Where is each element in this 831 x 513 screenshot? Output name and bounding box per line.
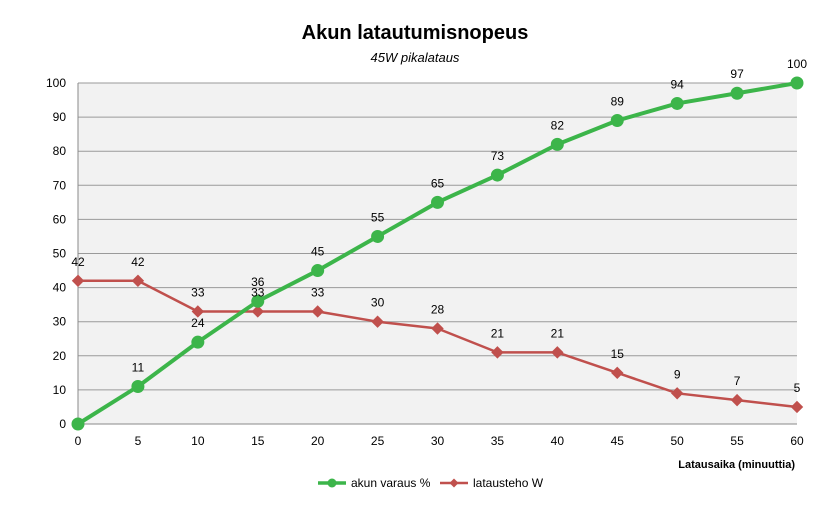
data-label: 100 bbox=[787, 57, 807, 71]
data-label: 30 bbox=[371, 296, 385, 310]
data-label: 97 bbox=[730, 67, 744, 81]
data-label: 11 bbox=[132, 360, 145, 374]
data-point bbox=[551, 346, 564, 359]
data-point bbox=[490, 168, 504, 182]
chart-subtitle: 45W pikalataus bbox=[371, 50, 460, 65]
x-tick-label: 55 bbox=[730, 434, 744, 448]
data-point bbox=[670, 387, 684, 400]
gridlines bbox=[77, 82, 797, 425]
x-tick-label: 0 bbox=[75, 434, 82, 448]
data-point bbox=[71, 417, 85, 431]
x-tick-label: 40 bbox=[551, 434, 565, 448]
data-label: 89 bbox=[611, 95, 625, 109]
data-label: 65 bbox=[431, 176, 445, 190]
legend-item-1: latausteho W bbox=[440, 476, 544, 490]
x-tick-label: 15 bbox=[251, 434, 265, 448]
data-point bbox=[611, 366, 624, 380]
y-tick-label: 20 bbox=[53, 349, 67, 363]
data-label: 21 bbox=[491, 326, 505, 340]
data-point bbox=[550, 137, 564, 151]
legend-item-0: akun varaus % bbox=[318, 476, 431, 490]
y-tick-label: 70 bbox=[53, 178, 67, 192]
data-label: 45 bbox=[311, 245, 325, 259]
x-tick-label: 35 bbox=[491, 434, 505, 448]
data-point bbox=[131, 379, 145, 393]
data-point bbox=[431, 195, 444, 209]
data-point bbox=[790, 76, 804, 90]
y-tick-label: 30 bbox=[53, 315, 67, 329]
data-label: 42 bbox=[71, 255, 85, 269]
x-axis: 0 5 10 15 20 25 30 35 40 45 50 55 60 bbox=[75, 434, 804, 448]
data-label: 36 bbox=[251, 275, 265, 289]
data-point bbox=[431, 322, 444, 335]
chart-title: Akun latautumisnopeus bbox=[302, 22, 529, 44]
data-point bbox=[131, 274, 145, 287]
data-point bbox=[610, 114, 624, 128]
data-label: 5 bbox=[794, 381, 801, 395]
data-point bbox=[730, 86, 744, 100]
legend-marker bbox=[449, 478, 459, 488]
data-point bbox=[790, 400, 804, 414]
x-tick-label: 60 bbox=[790, 434, 804, 448]
x-tick-label: 10 bbox=[191, 434, 205, 448]
data-point bbox=[670, 96, 684, 110]
data-point bbox=[730, 393, 744, 407]
y-axis: 0 10 20 30 40 50 60 70 80 90 100 bbox=[46, 76, 66, 431]
y-tick-label: 50 bbox=[53, 247, 67, 261]
y-tick-label: 10 bbox=[53, 383, 67, 397]
data-label: 33 bbox=[251, 285, 265, 299]
series-0 bbox=[71, 76, 804, 431]
legend-label: latausteho W bbox=[473, 476, 544, 490]
data-point bbox=[71, 274, 85, 287]
data-label: 7 bbox=[734, 374, 741, 388]
x-axis-label: Latausaika (minuuttia) bbox=[678, 459, 795, 471]
series-1 bbox=[71, 274, 804, 414]
data-point bbox=[371, 229, 385, 243]
x-tick-label: 50 bbox=[670, 434, 684, 448]
data-label: 24 bbox=[191, 316, 205, 330]
data-point bbox=[311, 264, 325, 278]
x-tick-label: 5 bbox=[135, 434, 142, 448]
data-point bbox=[371, 315, 384, 328]
data-point bbox=[191, 335, 205, 349]
data-label: 21 bbox=[551, 326, 565, 340]
data-label: 9 bbox=[674, 367, 681, 381]
legend-marker bbox=[327, 478, 337, 488]
data-label: 94 bbox=[670, 77, 684, 91]
data-label: 82 bbox=[551, 118, 565, 132]
legend-label: akun varaus % bbox=[351, 476, 431, 490]
data-label: 15 bbox=[611, 347, 625, 361]
x-tick-label: 45 bbox=[611, 434, 625, 448]
data-label: 42 bbox=[131, 255, 145, 269]
data-point bbox=[251, 294, 265, 308]
data-point bbox=[491, 346, 504, 359]
y-tick-label: 60 bbox=[53, 212, 67, 226]
data-label: 33 bbox=[191, 285, 205, 299]
data-label: 73 bbox=[491, 149, 505, 163]
y-tick-label: 80 bbox=[53, 144, 67, 158]
y-tick-label: 90 bbox=[53, 110, 67, 124]
data-point bbox=[191, 305, 205, 318]
data-label: 55 bbox=[371, 210, 385, 224]
data-point bbox=[251, 305, 264, 318]
legend: akun varaus % latausteho W bbox=[318, 476, 544, 490]
data-label: 28 bbox=[431, 303, 445, 317]
series-layer bbox=[71, 76, 804, 431]
y-tick-label: 100 bbox=[46, 76, 66, 90]
x-tick-label: 25 bbox=[371, 434, 385, 448]
y-tick-label: 0 bbox=[59, 417, 66, 431]
data-label: 33 bbox=[311, 285, 325, 299]
x-tick-label: 30 bbox=[431, 434, 445, 448]
data-point bbox=[311, 305, 324, 318]
x-tick-label: 20 bbox=[311, 434, 325, 448]
y-tick-label: 40 bbox=[53, 281, 67, 295]
